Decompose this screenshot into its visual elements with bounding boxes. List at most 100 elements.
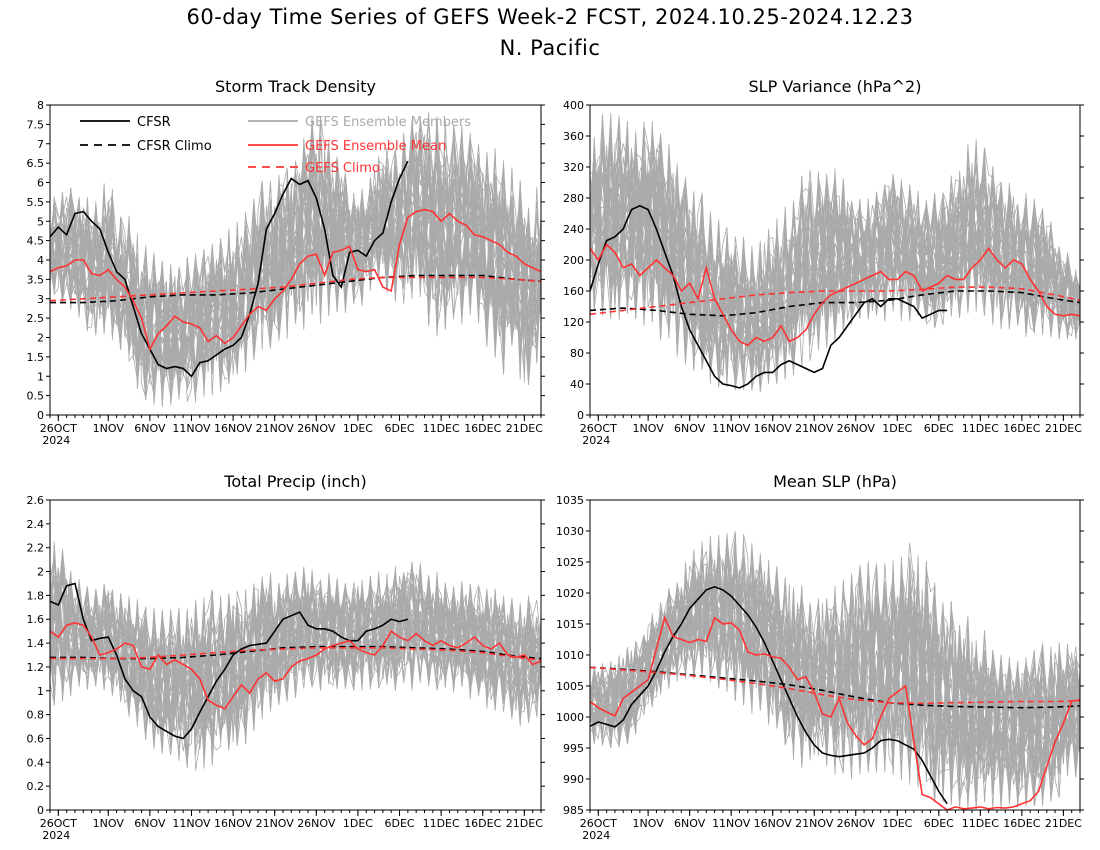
x-tick-label: 21DEC [1045, 817, 1082, 830]
x-tick-label: 26NOV [297, 817, 336, 830]
series-gefs-ensemble-mean [590, 615, 1080, 810]
panel-slp-variance: SLP Variance (hPa^2) 0 40 80 120 160 200 240 280… [563, 77, 1084, 447]
legend-label: GEFS Climo [305, 161, 380, 176]
x-tick-label: 11NOV [712, 817, 751, 830]
y-tick-label: 360 [563, 130, 584, 143]
x-tick-label: 6NOV [674, 422, 706, 435]
y-tick-label: 8 [37, 99, 44, 112]
y-tick-label: 40 [570, 378, 584, 391]
y-tick-label: 4.5 [27, 235, 45, 248]
y-tick-label: 320 [563, 161, 584, 174]
series-cfsr [50, 160, 409, 378]
y-tick-label: 7.5 [27, 118, 45, 131]
x-tick-label: 16DEC [1003, 817, 1040, 830]
x-tick-label: 1NOV [633, 817, 665, 830]
x-tick-label: 11NOV [712, 422, 751, 435]
y-tick-label: 5 [37, 215, 44, 228]
x-tick-label: 16NOV [214, 817, 253, 830]
x-tick-label: 1DEC [343, 817, 373, 830]
x-tick-label: 6NOV [134, 817, 166, 830]
x-tick-sublabel: 2024 [582, 434, 610, 447]
series-cfsr-climo [590, 290, 1080, 317]
x-tick-label: 16DEC [1003, 422, 1040, 435]
ensemble-members [590, 112, 1080, 392]
y-tick-label: 1030 [556, 525, 584, 538]
x-tick-label: 26OCT [40, 817, 77, 830]
y-tick-label: 0 [37, 804, 44, 817]
series-gefs-climo [590, 666, 1080, 705]
x-tick-label: 1NOV [93, 817, 125, 830]
y-tick-label: 990 [563, 773, 584, 786]
x-tick-label: 26NOV [837, 422, 876, 435]
y-tick-label: 1035 [556, 494, 584, 507]
member-line [590, 143, 1080, 392]
y-tick-label: 1.5 [27, 351, 45, 364]
y-tick-label: 985 [563, 804, 584, 817]
x-tick-label: 1NOV [633, 422, 665, 435]
y-tick-label: 280 [563, 192, 584, 205]
x-tick-label: 1DEC [882, 817, 912, 830]
x-tick-label: 26OCT [580, 422, 617, 435]
y-tick-label: 3.5 [27, 273, 45, 286]
plot-area [50, 111, 541, 408]
y-tick-label: 1005 [556, 680, 584, 693]
member-line [50, 144, 541, 371]
panel-title: Mean SLP (hPa) [773, 472, 897, 491]
series-gefs-climo [50, 276, 541, 302]
series-cfsr-climo [50, 274, 541, 304]
x-tick-sublabel: 2024 [582, 829, 610, 842]
y-tick-label: 1.2 [27, 661, 45, 674]
y-tick-label: 0 [577, 409, 584, 422]
member-line [590, 129, 1080, 372]
member-line [590, 535, 1080, 807]
series-gefs-ensemble-mean [50, 621, 541, 710]
series-gefs-climo [50, 646, 541, 661]
y-tick-label: 0.6 [27, 732, 45, 745]
panel-storm-track-density: Storm Track Density 0 0.5 1 1.5 2 2.5 3 3.5 4 4.5 5… [27, 77, 545, 447]
x-tick-label: 16NOV [214, 422, 253, 435]
y-tick-label: 1.8 [27, 589, 45, 602]
member-line [50, 565, 541, 757]
y-tick-label: 120 [563, 316, 584, 329]
legend: CFSR CFSR Climo GEFS Ensemble Members GEFS … [80, 115, 471, 176]
x-tick-label: 21NOV [795, 817, 834, 830]
x-tick-label: 1DEC [343, 422, 373, 435]
y-tick-label: 6 [37, 177, 44, 190]
y-tick-label: 1000 [556, 711, 584, 724]
y-tick-label: 0.2 [27, 780, 45, 793]
x-tick-label: 21DEC [506, 817, 543, 830]
x-tick-label: 11NOV [172, 817, 211, 830]
y-tick-label: 1020 [556, 587, 584, 600]
x-tick-label: 21NOV [256, 422, 295, 435]
y-tick-label: 200 [563, 254, 584, 267]
y-tick-label: 5.5 [27, 196, 45, 209]
series-cfsr [590, 585, 948, 805]
member-line [50, 556, 541, 746]
plot-area [590, 531, 1080, 810]
x-tick-label: 11DEC [423, 422, 460, 435]
x-tick-label: 26NOV [297, 422, 336, 435]
y-tick-label: 1 [37, 370, 44, 383]
x-tick-label: 1NOV [93, 422, 125, 435]
x-tick-label: 11NOV [172, 422, 211, 435]
member-line [590, 121, 1080, 366]
x-tick-label: 21DEC [506, 422, 543, 435]
y-tick-label: 2.6 [27, 494, 45, 507]
x-tick-label: 6NOV [674, 817, 706, 830]
y-tick-label: 80 [570, 347, 584, 360]
y-tick-label: 240 [563, 223, 584, 236]
y-tick-label: 2.4 [27, 518, 45, 531]
member-line [590, 545, 1080, 795]
y-tick-label: 1.4 [27, 637, 45, 650]
panel-title: SLP Variance (hPa^2) [749, 77, 922, 96]
plot-frame [49, 499, 542, 811]
panel-total-precip: Total Precip (inch) 0 0.2 0.4 0.6 0.8 1 1.2 1.4 1… [27, 472, 545, 842]
ensemble-members [50, 111, 541, 408]
legend-label: CFSR [137, 115, 171, 130]
ensemble-members [590, 531, 1080, 810]
y-tick-label: 0.8 [27, 709, 45, 722]
y-tick-label: 2.2 [27, 542, 45, 555]
x-tick-label: 6DEC [384, 817, 414, 830]
y-tick-label: 7 [37, 138, 44, 151]
